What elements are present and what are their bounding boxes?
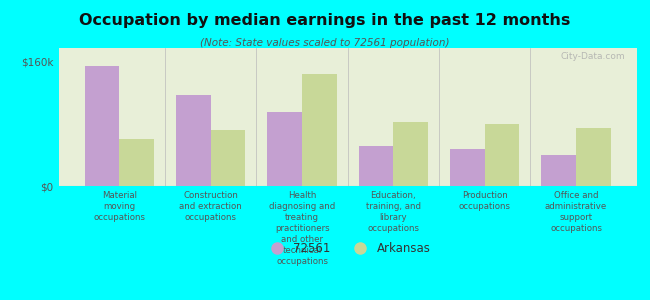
Bar — [267, 112, 302, 186]
Legend: 72561, Arkansas: 72561, Arkansas — [260, 238, 436, 260]
Bar — [541, 155, 576, 186]
Bar — [576, 128, 611, 186]
Bar — [359, 146, 393, 186]
Bar — [302, 74, 337, 186]
Bar — [393, 122, 428, 186]
Bar — [84, 66, 120, 186]
Bar — [211, 130, 246, 186]
Bar — [485, 124, 519, 186]
Bar — [120, 140, 154, 186]
Text: City-Data.com: City-Data.com — [561, 52, 625, 61]
Text: Occupation by median earnings in the past 12 months: Occupation by median earnings in the pas… — [79, 14, 571, 28]
Text: (Note: State values scaled to 72561 population): (Note: State values scaled to 72561 popu… — [200, 38, 450, 47]
Bar — [176, 94, 211, 186]
Bar — [450, 149, 485, 186]
